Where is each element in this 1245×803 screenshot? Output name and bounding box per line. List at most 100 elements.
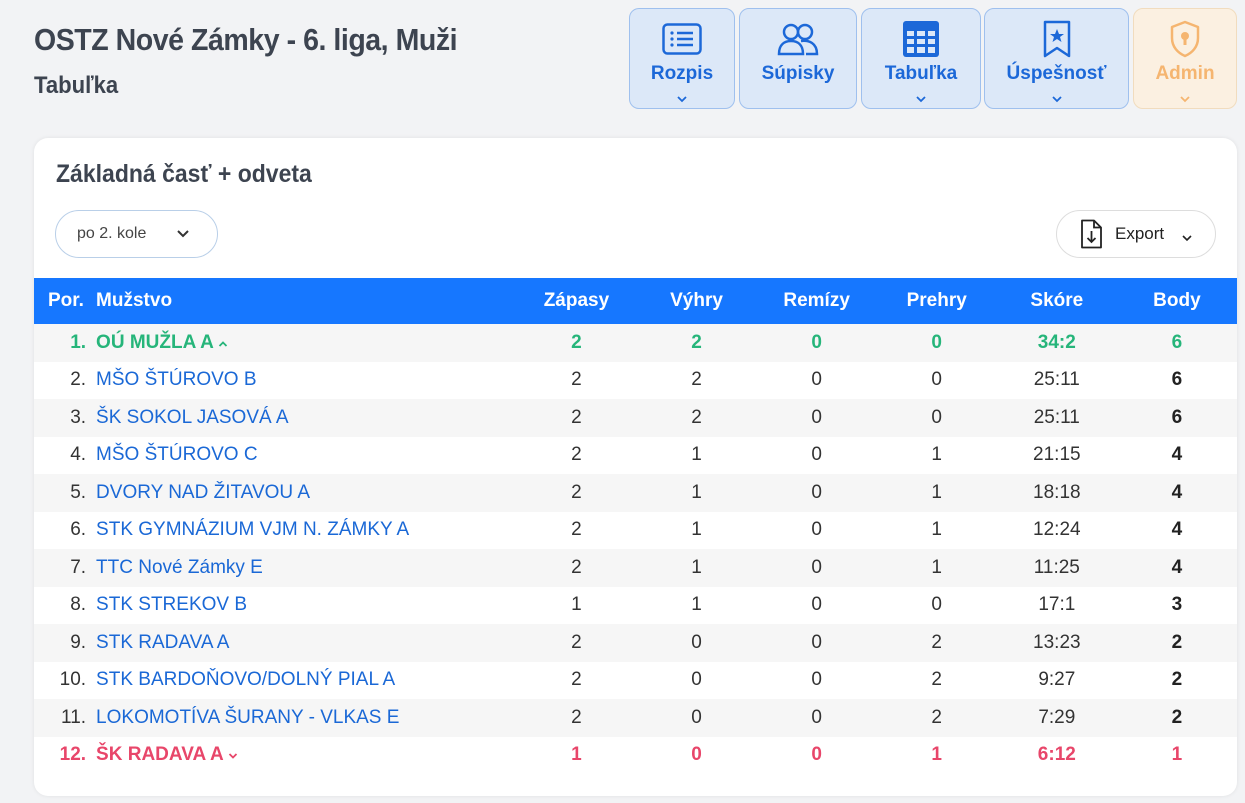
- cell-zapasy: 2: [571, 481, 582, 503]
- col-header-prehry[interactable]: Prehry: [906, 290, 967, 311]
- page-subtitle: Tabuľka: [34, 72, 119, 99]
- chevron-down-icon: [228, 748, 238, 763]
- table-row: 8. STK STREKOV B 1 1 0 0 17:1 3: [34, 586, 1237, 624]
- table-row: 9. STK RADAVA A 2 0 0 2 13:23 2: [34, 624, 1237, 662]
- cell-remizy: 0: [811, 519, 822, 541]
- cell-position: 1.: [70, 331, 87, 353]
- table-row: 3. ŠK SOKOL JASOVÁ A 2 2 0 0 25:11 6: [34, 399, 1237, 437]
- standings-table: Por. Mužstvo Zápasy Výhry Remízy Prehry …: [34, 278, 1237, 774]
- team-link[interactable]: STK STREKOV B: [96, 594, 248, 616]
- cell-remizy: 0: [811, 631, 822, 653]
- team-link[interactable]: DVORY NAD ŽITAVOU A: [96, 481, 311, 503]
- cell-team: LOKOMOTÍVA ŠURANY - VLKAS E: [96, 699, 516, 737]
- cell-body: 6: [1171, 406, 1183, 428]
- cell-position: 8.: [70, 594, 87, 616]
- cell-position: 7.: [70, 556, 87, 578]
- col-header-team[interactable]: Mužstvo: [96, 290, 173, 311]
- team-link[interactable]: TTC Nové Zámky E: [96, 556, 263, 578]
- team-link[interactable]: ŠK RADAVA A: [96, 744, 224, 766]
- cell-team: ŠK SOKOL JASOVÁ A: [96, 399, 516, 437]
- chevron-down-icon: [1181, 229, 1193, 249]
- team-link[interactable]: STK BARDOŇOVO/DOLNÝ PIAL A: [96, 669, 396, 691]
- col-header-por[interactable]: Por.: [48, 290, 84, 311]
- cell-body: 2: [1171, 669, 1183, 691]
- cell-body: 2: [1171, 706, 1183, 728]
- cell-skore: 25:11: [1033, 406, 1080, 428]
- cell-vyhry: 0: [691, 706, 702, 728]
- cell-prehry: 0: [931, 369, 942, 391]
- cell-remizy: 0: [811, 406, 822, 428]
- nav-uspesnost-button[interactable]: Úspešnosť: [984, 8, 1129, 109]
- cell-zapasy: 2: [571, 706, 582, 728]
- cell-remizy: 0: [811, 706, 822, 728]
- chevron-down-icon: [1179, 87, 1191, 103]
- cell-skore: 18:18: [1033, 481, 1081, 503]
- nav-admin-label: Admin: [1155, 63, 1215, 84]
- cell-remizy: 0: [811, 481, 822, 503]
- cell-prehry: 1: [931, 481, 942, 503]
- nav-supisky-button[interactable]: Súpisky: [739, 8, 857, 109]
- table-icon: [902, 21, 940, 57]
- chevron-down-icon: [175, 226, 191, 247]
- cell-skore: 9:27: [1038, 669, 1076, 691]
- cell-prehry: 0: [931, 331, 942, 353]
- nav-rozpis-button[interactable]: Rozpis: [629, 8, 735, 109]
- table-row: 2. MŠO ŠTÚROVO B 2 2 0 0 25:11 6: [34, 361, 1237, 399]
- cell-zapasy: 2: [571, 406, 582, 428]
- cell-remizy: 0: [811, 331, 822, 353]
- team-link[interactable]: MŠO ŠTÚROVO B: [96, 369, 257, 391]
- team-link[interactable]: STK GYMNÁZIUM VJM N. ZÁMKY A: [96, 519, 410, 541]
- cell-team: TTC Nové Zámky E: [96, 549, 516, 587]
- cell-position: 11.: [61, 706, 87, 728]
- cell-vyhry: 2: [691, 406, 702, 428]
- cell-skore: 6:12: [1037, 744, 1076, 766]
- export-button[interactable]: Export: [1056, 210, 1216, 258]
- col-header-body[interactable]: Body: [1153, 290, 1201, 311]
- cell-skore: 21:15: [1033, 444, 1081, 466]
- nav-admin-button[interactable]: Admin: [1133, 8, 1237, 109]
- cell-team: OÚ MUŽLA A: [96, 324, 516, 362]
- cell-position: 6.: [70, 519, 87, 541]
- cell-skore: 25:11: [1033, 369, 1080, 391]
- cell-team: DVORY NAD ŽITAVOU A: [96, 474, 516, 512]
- col-header-skore[interactable]: Skóre: [1030, 290, 1084, 311]
- col-header-vyhry[interactable]: Výhry: [670, 290, 723, 311]
- nav-uspesnost-label: Úspešnosť: [1006, 63, 1107, 84]
- nav-tabulka-label: Tabuľka: [884, 63, 958, 84]
- round-select[interactable]: po 2. kole: [55, 210, 218, 258]
- team-link[interactable]: LOKOMOTÍVA ŠURANY - VLKAS E: [96, 706, 400, 728]
- cell-vyhry: 1: [691, 481, 702, 503]
- col-header-remizy[interactable]: Remízy: [783, 290, 850, 311]
- cell-prehry: 2: [931, 631, 942, 653]
- shield-lock-icon: [1169, 20, 1201, 58]
- cell-vyhry: 1: [691, 594, 702, 616]
- cell-position: 4.: [70, 444, 87, 466]
- cell-remizy: 0: [811, 556, 822, 578]
- round-select-value: po 2. kole: [77, 225, 147, 242]
- table-row: 4. MŠO ŠTÚROVO C 2 1 0 1 21:15 4: [34, 436, 1237, 474]
- cell-position: 2.: [70, 369, 87, 391]
- nav-tabulka-button[interactable]: Tabuľka: [861, 8, 981, 109]
- cell-zapasy: 2: [571, 669, 582, 691]
- team-link[interactable]: OÚ MUŽLA A: [96, 331, 214, 353]
- cell-skore: 7:29: [1038, 706, 1076, 728]
- cell-team: ŠK RADAVA A: [96, 737, 516, 775]
- cell-prehry: 2: [931, 706, 942, 728]
- team-link[interactable]: ŠK SOKOL JASOVÁ A: [96, 406, 289, 428]
- cell-body: 4: [1171, 556, 1183, 578]
- cell-position: 3.: [70, 406, 87, 428]
- cell-remizy: 0: [811, 594, 822, 616]
- col-header-zapasy[interactable]: Zápasy: [543, 290, 610, 311]
- nav-supisky-label: Súpisky: [761, 63, 835, 84]
- team-link[interactable]: STK RADAVA A: [96, 631, 230, 653]
- cell-zapasy: 2: [571, 444, 582, 466]
- page-title: OSTZ Nové Zámky - 6. liga, Muži: [34, 22, 458, 57]
- team-link[interactable]: MŠO ŠTÚROVO C: [96, 444, 258, 466]
- cell-prehry: 1: [931, 556, 942, 578]
- table-row: 7. TTC Nové Zámky E 2 1 0 1 11:25 4: [34, 549, 1237, 587]
- cell-vyhry: 1: [691, 556, 702, 578]
- cell-body: 4: [1171, 481, 1183, 503]
- table-header-row: Por. Mužstvo Zápasy Výhry Remízy Prehry …: [34, 278, 1237, 324]
- cell-zapasy: 2: [571, 331, 582, 353]
- cell-zapasy: 2: [571, 369, 582, 391]
